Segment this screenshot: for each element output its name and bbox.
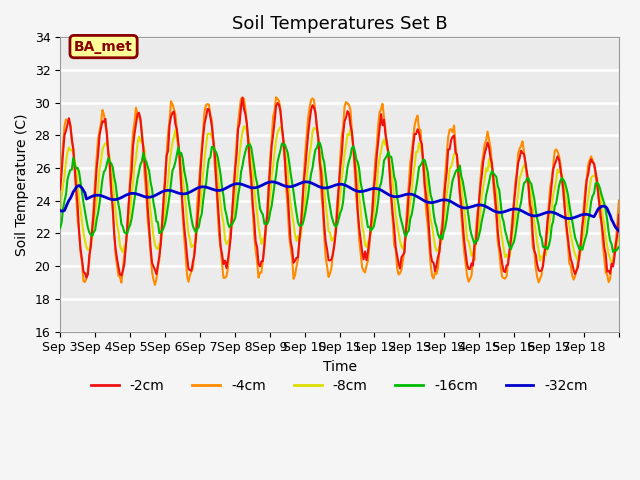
Text: BA_met: BA_met [74,39,133,54]
X-axis label: Time: Time [323,360,356,374]
Legend: -2cm, -4cm, -8cm, -16cm, -32cm: -2cm, -4cm, -8cm, -16cm, -32cm [85,373,594,398]
Y-axis label: Soil Temperature (C): Soil Temperature (C) [15,113,29,256]
Title: Soil Temperatures Set B: Soil Temperatures Set B [232,15,447,33]
